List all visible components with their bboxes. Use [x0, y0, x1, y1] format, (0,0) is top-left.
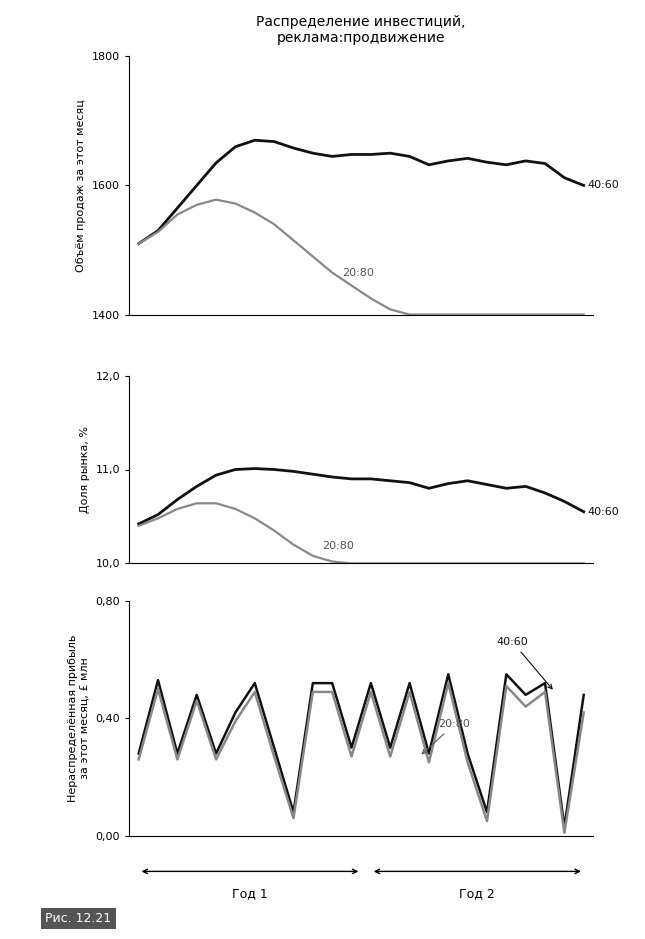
Text: 40:60: 40:60: [588, 180, 619, 191]
Text: Рис. 12.21: Рис. 12.21: [45, 912, 112, 925]
Text: 20:80: 20:80: [422, 719, 470, 754]
Y-axis label: Нераспределённая прибыль
за этот месяц, £ млн: Нераспределённая прибыль за этот месяц, …: [68, 635, 90, 802]
Title: Распределение инвестиций,
реклама:продвижение: Распределение инвестиций, реклама:продви…: [257, 15, 466, 45]
Y-axis label: Доля рынка, %: Доля рынка, %: [80, 426, 90, 513]
Y-axis label: Объём продаж за этот месяц: Объём продаж за этот месяц: [76, 100, 86, 271]
Text: Год 2: Год 2: [459, 887, 495, 901]
Text: Год 1: Год 1: [232, 887, 268, 901]
Text: 40:60: 40:60: [497, 637, 552, 689]
Text: 20:80: 20:80: [342, 268, 373, 278]
Text: 20:80: 20:80: [322, 542, 354, 551]
Text: 40:60: 40:60: [588, 507, 619, 516]
